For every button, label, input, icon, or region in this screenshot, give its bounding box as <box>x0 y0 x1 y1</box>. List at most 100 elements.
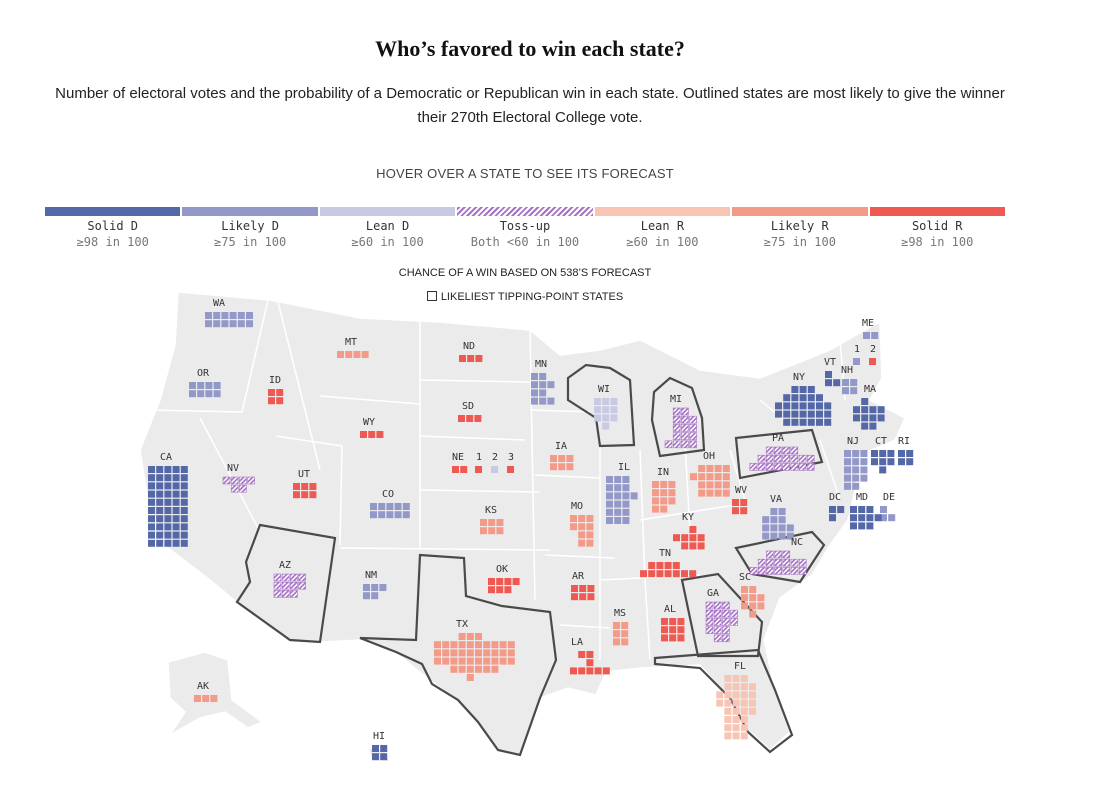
state-label-vt[interactable]: VT <box>824 357 836 368</box>
ev-grid-vt[interactable] <box>825 371 841 387</box>
ev-grid-1[interactable] <box>475 466 482 473</box>
state-label-ak[interactable]: AK <box>197 681 209 692</box>
ev-grid-3[interactable] <box>507 466 514 473</box>
ev-grid-1[interactable] <box>853 358 860 365</box>
state-label-or[interactable]: OR <box>197 368 210 379</box>
state-label-wv[interactable]: WV <box>735 485 747 496</box>
state-label-sd[interactable]: SD <box>462 401 474 412</box>
ev-grid-sd[interactable] <box>458 415 482 422</box>
state-label-md[interactable]: MD <box>856 492 868 503</box>
state-label-wy[interactable]: WY <box>363 417 375 428</box>
ev-grid-mt[interactable] <box>337 351 369 358</box>
ev-grid-al[interactable] <box>661 618 685 642</box>
ev-grid-nd[interactable] <box>459 355 483 362</box>
ev-grid-wy[interactable] <box>360 431 384 438</box>
state-label-2[interactable]: 2 <box>870 344 876 355</box>
ev-grid-in[interactable] <box>652 481 676 513</box>
ev-grid-az[interactable] <box>273 573 306 598</box>
state-label-nc[interactable]: NC <box>791 537 803 548</box>
ev-grid-nc[interactable] <box>749 550 807 575</box>
state-label-1[interactable]: 1 <box>476 452 482 463</box>
state-label-az[interactable]: AZ <box>279 560 291 571</box>
ev-grid-mo[interactable] <box>570 515 594 547</box>
state-label-la[interactable]: LA <box>571 637 583 648</box>
state-label-1[interactable]: 1 <box>854 344 860 355</box>
ev-grid-dc[interactable] <box>829 506 845 522</box>
ev-grid-hi[interactable] <box>372 745 388 761</box>
ev-grid-oh[interactable] <box>690 465 730 497</box>
ev-grid-tn[interactable] <box>640 562 697 578</box>
ev-grid-tx[interactable] <box>434 633 515 681</box>
ev-grid-va[interactable] <box>762 508 794 540</box>
state-label-ut[interactable]: UT <box>298 469 310 480</box>
ev-grid-ia[interactable] <box>550 455 574 471</box>
state-label-nh[interactable]: NH <box>841 365 853 376</box>
ev-grid-la[interactable] <box>570 651 610 675</box>
state-label-ny[interactable]: NY <box>793 372 805 383</box>
state-label-al[interactable]: AL <box>664 604 676 615</box>
ev-grid-ut[interactable] <box>293 483 317 499</box>
ev-grid-ny[interactable] <box>775 386 832 426</box>
state-label-ma[interactable]: MA <box>864 384 876 395</box>
ev-grid-sc[interactable] <box>741 586 765 618</box>
ev-grid-ks[interactable] <box>480 519 504 535</box>
ev-grid-fl[interactable] <box>716 675 756 740</box>
state-label-in[interactable]: IN <box>657 467 669 478</box>
state-label-oh[interactable]: OH <box>703 451 715 462</box>
state-label-ky[interactable]: KY <box>682 512 694 523</box>
ev-grid-ca[interactable] <box>148 466 188 547</box>
state-label-mn[interactable]: MN <box>535 359 547 370</box>
state-label-ok[interactable]: OK <box>496 564 508 575</box>
ev-grid-ga[interactable] <box>705 601 738 643</box>
state-label-ca[interactable]: CA <box>160 452 172 463</box>
state-label-ri[interactable]: RI <box>898 436 910 447</box>
state-label-pa[interactable]: PA <box>772 433 784 444</box>
ev-grid-ct[interactable] <box>871 450 895 474</box>
ev-grid-ky[interactable] <box>673 526 705 550</box>
state-label-tx[interactable]: TX <box>456 619 468 630</box>
ev-grid-ms[interactable] <box>613 622 629 646</box>
state-label-dc[interactable]: DC <box>829 492 841 503</box>
state-label-tn[interactable]: TN <box>659 548 671 559</box>
state-label-sc[interactable]: SC <box>739 572 751 583</box>
ev-grid-ak[interactable] <box>194 695 218 702</box>
state-label-ms[interactable]: MS <box>614 608 626 619</box>
state-label-fl[interactable]: FL <box>734 661 746 672</box>
state-label-ct[interactable]: CT <box>875 436 887 447</box>
ev-grid-ar[interactable] <box>571 585 595 601</box>
state-label-3[interactable]: 3 <box>508 452 514 463</box>
ev-grid-nh[interactable] <box>842 379 858 395</box>
ev-grid-mn[interactable] <box>531 373 555 405</box>
state-label-ks[interactable]: KS <box>485 505 497 516</box>
state-label-me[interactable]: ME <box>862 318 874 329</box>
ev-grid-nm[interactable] <box>363 584 387 600</box>
ev-grid-wa[interactable] <box>205 312 253 328</box>
state-label-wa[interactable]: WA <box>213 298 225 309</box>
state-label-nv[interactable]: NV <box>227 463 239 474</box>
ev-grid-2[interactable] <box>491 466 498 473</box>
ev-grid-de[interactable] <box>880 506 896 522</box>
state-label-mt[interactable]: MT <box>345 337 357 348</box>
state-label-nj[interactable]: NJ <box>847 436 859 447</box>
ev-grid-id[interactable] <box>268 389 284 405</box>
state-label-ne[interactable]: NE <box>452 452 464 463</box>
state-label-ga[interactable]: GA <box>707 588 719 599</box>
ev-grid-ok[interactable] <box>488 578 520 594</box>
ev-grid-pa[interactable] <box>749 446 815 471</box>
ev-grid-ri[interactable] <box>898 450 914 466</box>
state-label-de[interactable]: DE <box>883 492 895 503</box>
state-label-wi[interactable]: WI <box>598 384 610 395</box>
state-label-mo[interactable]: MO <box>571 501 583 512</box>
ev-grid-ma[interactable] <box>853 398 885 430</box>
ev-grid-me[interactable] <box>863 332 879 339</box>
ev-grid-nv[interactable] <box>222 476 255 493</box>
state-label-id[interactable]: ID <box>269 375 281 386</box>
ev-grid-2[interactable] <box>869 358 876 365</box>
state-label-co[interactable]: CO <box>382 489 394 500</box>
state-label-va[interactable]: VA <box>770 494 782 505</box>
state-label-ia[interactable]: IA <box>555 441 567 452</box>
state-label-2[interactable]: 2 <box>492 452 498 463</box>
ev-grid-md[interactable] <box>850 506 882 530</box>
ev-grid-wi[interactable] <box>594 398 618 430</box>
state-label-nm[interactable]: NM <box>365 570 377 581</box>
